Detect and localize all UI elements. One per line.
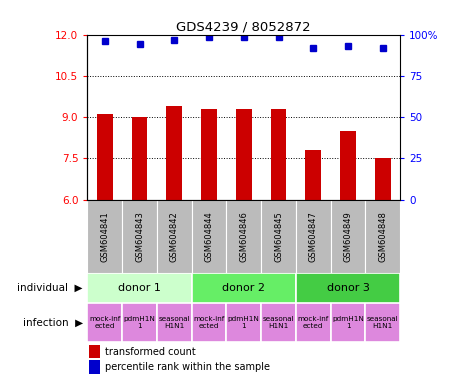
Bar: [340, 131, 355, 200]
Text: GSM604841: GSM604841: [100, 211, 109, 262]
Bar: [295, 200, 330, 273]
Bar: [122, 200, 157, 273]
Bar: [89, 361, 100, 374]
Text: percentile rank within the sample: percentile rank within the sample: [104, 362, 269, 372]
Bar: [131, 117, 147, 200]
Text: individual  ▶: individual ▶: [17, 283, 83, 293]
Bar: [364, 200, 399, 273]
Bar: [87, 200, 122, 273]
Bar: [295, 273, 399, 303]
Bar: [364, 303, 399, 342]
Bar: [226, 200, 261, 273]
Text: infection  ▶: infection ▶: [22, 318, 83, 328]
Bar: [97, 114, 112, 200]
Text: donor 2: donor 2: [222, 283, 265, 293]
Text: GSM604846: GSM604846: [239, 211, 248, 262]
Bar: [122, 303, 157, 342]
Bar: [191, 303, 226, 342]
Text: pdmH1N
1: pdmH1N 1: [227, 316, 259, 329]
Bar: [87, 303, 122, 342]
Bar: [261, 303, 295, 342]
Text: pdmH1N
1: pdmH1N 1: [123, 316, 155, 329]
Bar: [374, 159, 390, 200]
Bar: [330, 303, 364, 342]
Text: pdmH1N
1: pdmH1N 1: [331, 316, 363, 329]
Bar: [330, 200, 364, 273]
Text: donor 1: donor 1: [118, 283, 161, 293]
Bar: [226, 303, 261, 342]
Bar: [166, 106, 182, 200]
Bar: [201, 109, 216, 200]
Bar: [261, 200, 295, 273]
Bar: [191, 200, 226, 273]
Text: seasonal
H1N1: seasonal H1N1: [366, 316, 398, 329]
Bar: [305, 150, 320, 200]
Text: mock-inf
ected: mock-inf ected: [89, 316, 120, 329]
Text: donor 3: donor 3: [326, 283, 369, 293]
Bar: [191, 273, 295, 303]
Text: GSM604848: GSM604848: [377, 211, 386, 262]
Bar: [87, 273, 191, 303]
Bar: [157, 200, 191, 273]
Text: transformed count: transformed count: [104, 347, 195, 357]
Text: seasonal
H1N1: seasonal H1N1: [158, 316, 190, 329]
Bar: [157, 303, 191, 342]
Text: GSM604849: GSM604849: [343, 211, 352, 262]
Text: GSM604845: GSM604845: [274, 211, 282, 262]
Bar: [89, 345, 100, 358]
Bar: [235, 109, 251, 200]
Text: GSM604847: GSM604847: [308, 211, 317, 262]
Text: seasonal
H1N1: seasonal H1N1: [262, 316, 294, 329]
Text: GSM604842: GSM604842: [169, 211, 179, 262]
Title: GDS4239 / 8052872: GDS4239 / 8052872: [176, 20, 310, 33]
Text: mock-inf
ected: mock-inf ected: [297, 316, 328, 329]
Text: GSM604844: GSM604844: [204, 211, 213, 262]
Bar: [295, 303, 330, 342]
Text: GSM604843: GSM604843: [135, 211, 144, 262]
Bar: [270, 109, 286, 200]
Text: mock-inf
ected: mock-inf ected: [193, 316, 224, 329]
